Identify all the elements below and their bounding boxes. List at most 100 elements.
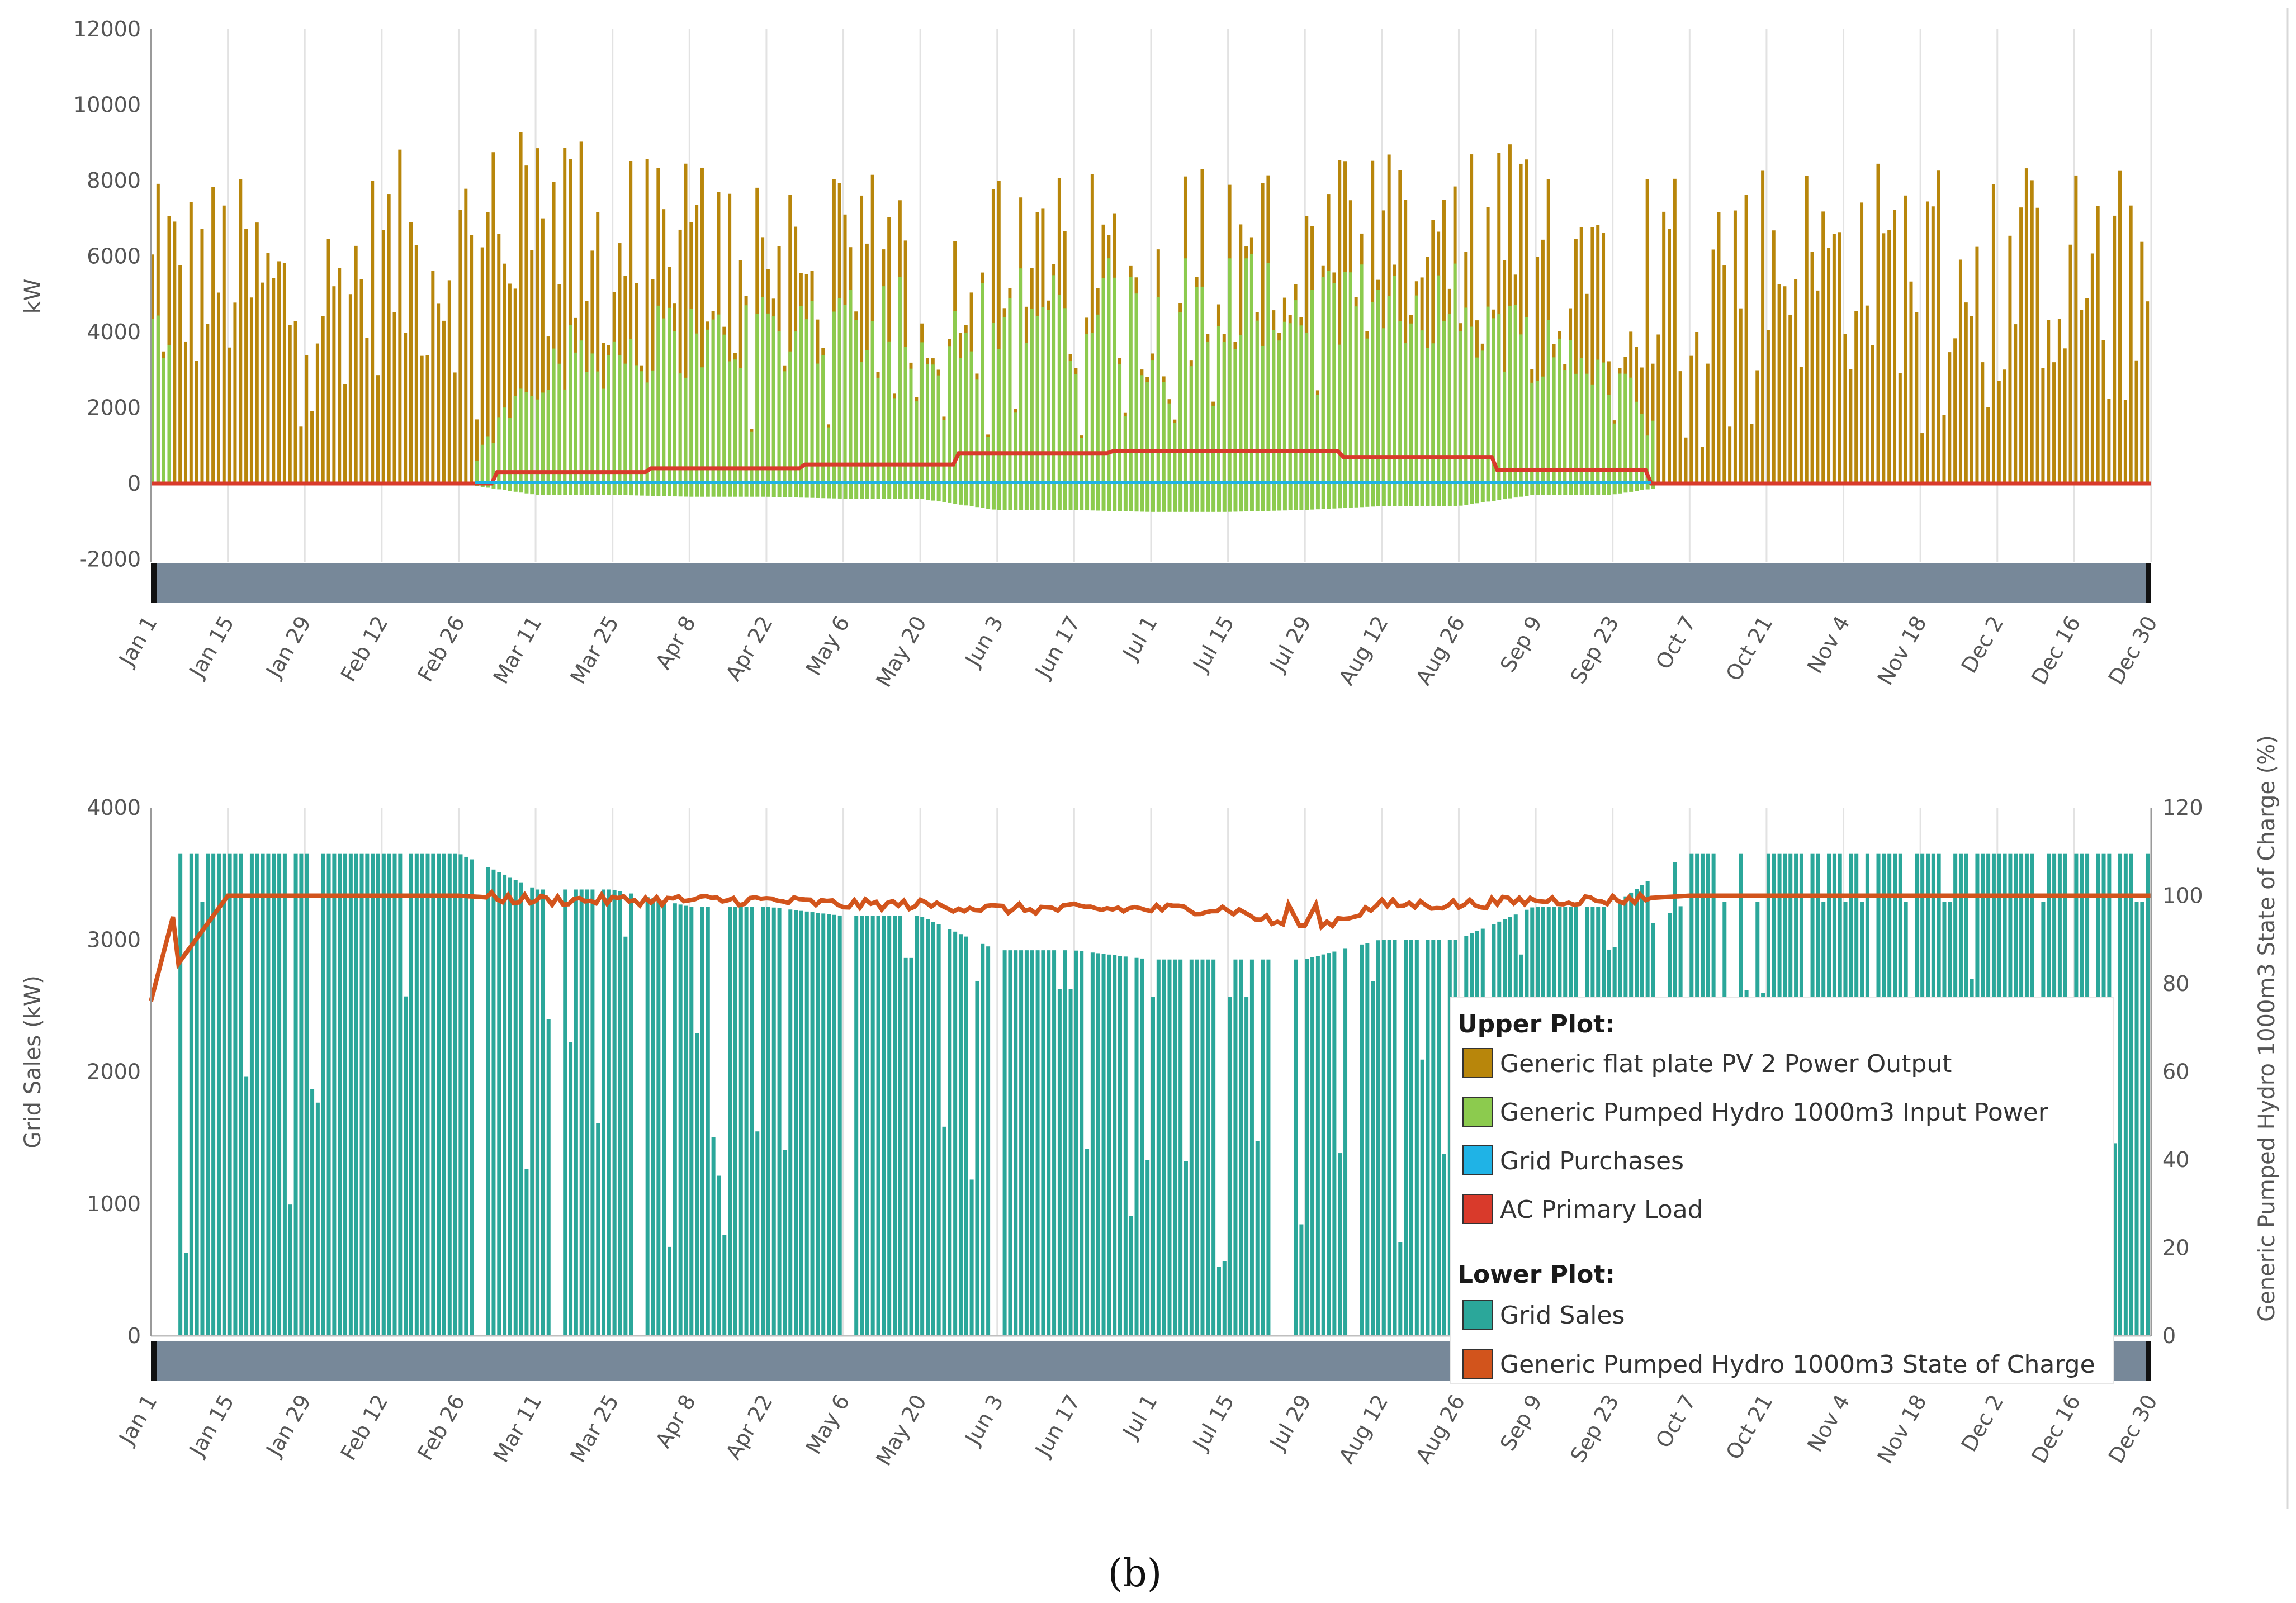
hydro-negative-bar (629, 483, 633, 496)
grid-sales-bar (898, 916, 902, 1336)
hydro-negative-bar (1552, 483, 1556, 495)
pv-output-bar (1898, 373, 1902, 483)
hydro-negative-bar (1381, 483, 1386, 506)
hydro-negative-bar (1090, 483, 1095, 511)
hydro-negative-bar (1057, 483, 1062, 510)
upper-scrollbar-handle-left (151, 563, 157, 603)
pv-output-bar (1733, 210, 1737, 483)
hydro-input-bar (513, 396, 517, 483)
pv-output-bar (1574, 239, 1578, 483)
pv-output-bar (288, 325, 292, 483)
grid-sales-bar (706, 907, 710, 1336)
pv-output-bar (579, 141, 583, 483)
hydro-negative-bar (557, 483, 562, 495)
grid-sales-bar (678, 904, 683, 1336)
lower-y-axis-label: Grid Sales (kW) (20, 975, 46, 1149)
hydro-negative-bar (854, 483, 859, 499)
pv-output-bar (310, 411, 314, 483)
hydro-negative-bar (1024, 483, 1029, 510)
grid-sales-bar (969, 1179, 974, 1336)
pv-output-bar (1596, 225, 1600, 483)
hydro-input-bar (1008, 298, 1012, 483)
hydro-negative-bar (761, 483, 765, 497)
hydro-input-bar (1239, 335, 1243, 483)
grid-sales-bar (865, 916, 869, 1336)
hydro-negative-bar (1464, 483, 1469, 505)
hydro-negative-bar (662, 483, 666, 496)
hydro-negative-bar (771, 483, 776, 497)
hydro-input-bar (667, 307, 671, 483)
hydro-negative-bar (1288, 483, 1293, 511)
grid-sales-bar (1080, 951, 1084, 1336)
grid-sales-bar (183, 1253, 188, 1336)
hydro-negative-bar (986, 483, 991, 509)
hydro-negative-bar (1497, 483, 1502, 500)
grid-sales-bar (470, 859, 474, 1336)
hydro-input-bar (903, 347, 907, 483)
pv-output-bar (1986, 407, 1990, 483)
lower-x-tick-label: Aug 12 (1334, 1391, 1393, 1468)
legend-swatch (1462, 1048, 1493, 1078)
grid-sales-bar (1431, 940, 1436, 1336)
grid-sales-bar (1365, 943, 1370, 1336)
grid-sales-bar (1321, 954, 1325, 1336)
pv-output-bar (437, 303, 441, 483)
pv-output-bar (1948, 352, 1952, 483)
hydro-input-bar (1068, 361, 1072, 483)
hydro-negative-bar (1047, 483, 1051, 510)
hydro-input-bar (557, 363, 561, 483)
grid-sales-bar (513, 880, 518, 1336)
hydro-input-bar (1332, 283, 1336, 483)
pv-output-bar (1761, 170, 1765, 484)
grid-sales-bar (409, 853, 413, 1336)
hydro-negative-bar (1030, 483, 1034, 510)
hydro-negative-bar (1156, 483, 1161, 512)
lower-y2-ticks: 0 20 40 60 80 100 120 (2162, 795, 2203, 1348)
grid-sales-bar (447, 853, 452, 1336)
hydro-input-bar (1282, 321, 1286, 483)
grid-sales-bar (761, 907, 765, 1336)
hydro-input-bar (1414, 295, 1418, 483)
grid-sales-bar (766, 907, 770, 1336)
hydro-negative-bar (931, 483, 935, 501)
lower-x-tick-label: Oct 21 (1721, 1391, 1778, 1464)
pv-output-bar (1678, 371, 1682, 483)
pv-output-bar (2035, 207, 2039, 483)
grid-sales-bar (228, 853, 232, 1336)
grid-sales-bar (821, 913, 826, 1336)
hydro-input-bar (151, 319, 154, 483)
grid-sales-bar (244, 1076, 249, 1336)
grid-sales-bar (667, 1246, 671, 1336)
lower-x-tick-label: May 6 (801, 1391, 855, 1458)
hydro-negative-bar (1277, 483, 1282, 511)
hydro-input-bar (1635, 401, 1639, 483)
grid-sales-bar (804, 911, 809, 1336)
pv-output-bar (629, 161, 633, 483)
hydro-negative-bar (1249, 483, 1254, 511)
grid-sales-bar (1019, 950, 1024, 1336)
hydro-input-bar (684, 377, 688, 483)
hydro-input-bar (640, 371, 643, 483)
grid-sales-bar (178, 853, 183, 1336)
hydro-negative-bar (1365, 483, 1370, 507)
hydro-negative-bar (788, 483, 793, 497)
hydro-input-bar (1360, 264, 1364, 483)
lower-x-tick-label: Jul 15 (1187, 1391, 1239, 1455)
pv-output-bar (2096, 206, 2100, 483)
grid-sales-bar (1437, 940, 1441, 1336)
grid-sales-bar (623, 936, 628, 1336)
grid-sales-bar (233, 853, 238, 1336)
hydro-input-bar (865, 350, 869, 483)
pv-output-bar (470, 235, 474, 483)
hydro-negative-bar (1216, 483, 1221, 512)
pv-output-bar (563, 148, 567, 483)
pv-output-bar (404, 333, 408, 483)
upper-scrollbar[interactable] (151, 563, 2151, 603)
pv-output-bar (2063, 348, 2067, 483)
pv-output-bar (222, 205, 226, 483)
grid-sales-bar (249, 853, 254, 1336)
grid-sales-bar (288, 1204, 292, 1336)
grid-sales-bar (1057, 989, 1062, 1336)
hydro-negative-bar (1239, 483, 1243, 512)
